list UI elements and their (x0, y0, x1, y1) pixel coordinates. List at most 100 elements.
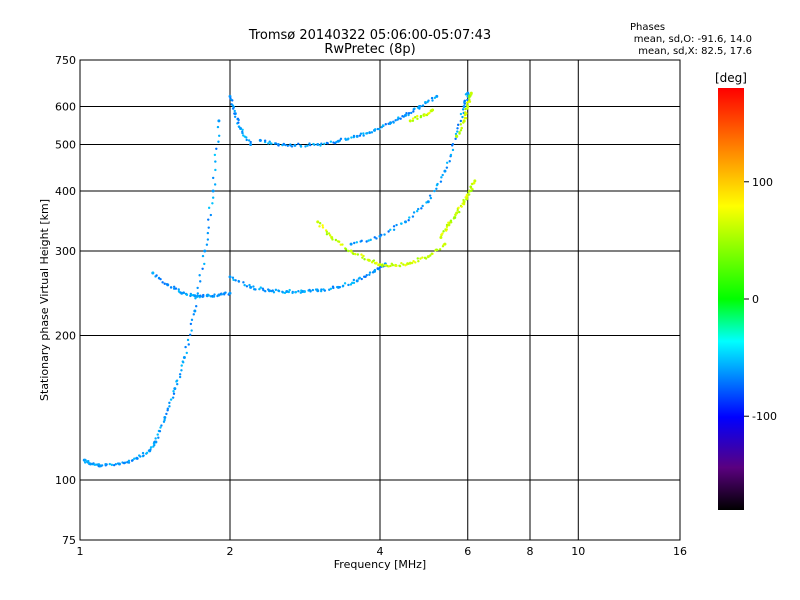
colorbar-tick-label: 100 (752, 176, 773, 189)
data-point (294, 290, 298, 294)
data-point (173, 387, 177, 391)
y-tick-label: 75 (62, 534, 76, 547)
data-point (392, 228, 396, 232)
data-point (459, 112, 463, 116)
data-point (195, 305, 198, 308)
data-point (228, 275, 232, 279)
plot-frame (79, 59, 681, 541)
data-point (127, 459, 131, 462)
data-point (381, 124, 385, 127)
data-point (231, 107, 235, 110)
data-point (237, 280, 241, 283)
data-point (267, 142, 270, 145)
data-point (381, 264, 384, 268)
data-point (411, 119, 415, 123)
phases-label: Phases (630, 22, 666, 33)
data-point (343, 282, 347, 285)
data-point (207, 218, 210, 221)
data-point (321, 224, 324, 227)
data-point (202, 295, 205, 298)
data-point (100, 464, 104, 467)
x-tick-label: 16 (673, 545, 687, 558)
data-point (248, 283, 251, 287)
data-point (466, 197, 469, 201)
data-point (421, 256, 424, 259)
data-point (163, 415, 167, 419)
data-point (241, 131, 244, 135)
data-point (352, 252, 355, 256)
data-point (313, 143, 316, 147)
data-point (447, 221, 450, 224)
data-point (448, 221, 452, 224)
data-point (412, 211, 416, 214)
data-point (151, 271, 155, 274)
data-point (438, 248, 442, 251)
data-point (86, 460, 89, 463)
data-point (411, 215, 415, 218)
data-point (245, 138, 248, 142)
data-point (217, 119, 221, 123)
data-point (299, 145, 303, 148)
data-point (326, 142, 329, 145)
data-point (435, 187, 438, 191)
data-point (426, 255, 430, 259)
data-point (123, 461, 127, 464)
data-point (281, 290, 284, 294)
data-point (468, 94, 471, 97)
data-point (301, 290, 305, 294)
data-point (117, 462, 121, 466)
colorbar-ticks: 100 0 -100 (744, 176, 777, 423)
data-point (289, 143, 292, 146)
data-point (349, 242, 353, 246)
data-point (413, 107, 416, 110)
data-point (249, 140, 252, 144)
data-point (339, 137, 343, 141)
data-point (392, 121, 395, 124)
x-tick-label: 4 (377, 545, 384, 558)
data-points (82, 91, 477, 468)
data-point (369, 238, 372, 242)
data-point (84, 458, 87, 462)
data-point (233, 109, 236, 113)
data-point (368, 271, 372, 274)
data-point (231, 276, 235, 279)
data-point (368, 259, 371, 262)
data-point (201, 254, 205, 258)
data-point (234, 279, 237, 282)
data-point (228, 94, 232, 98)
data-point (174, 287, 178, 290)
data-point (137, 454, 141, 457)
data-point (439, 236, 443, 240)
data-point (352, 281, 356, 285)
data-point (217, 140, 220, 143)
data-point (395, 264, 398, 268)
data-point (329, 140, 333, 143)
data-point (316, 143, 320, 147)
data-point (231, 99, 234, 102)
data-point (360, 277, 363, 281)
data-point (473, 179, 477, 183)
x-tick-label: 8 (527, 545, 534, 558)
data-point (403, 113, 407, 117)
data-point (169, 398, 173, 401)
x-tick-label: 10 (571, 545, 585, 558)
data-point (466, 107, 469, 110)
data-point (274, 288, 278, 292)
data-point (462, 203, 466, 206)
data-point (407, 112, 411, 115)
data-point (418, 107, 421, 110)
data-point (349, 249, 353, 253)
data-point (297, 290, 300, 293)
data-point (443, 169, 447, 173)
data-point (360, 239, 363, 243)
data-point (394, 119, 397, 122)
data-point (249, 143, 253, 147)
data-point (416, 117, 419, 121)
colorbar-tick-label: 0 (752, 293, 759, 306)
data-point (93, 463, 96, 466)
data-point (448, 160, 451, 163)
data-point (254, 288, 257, 291)
data-point (344, 248, 348, 251)
data-point (365, 273, 368, 277)
data-point (291, 291, 294, 295)
